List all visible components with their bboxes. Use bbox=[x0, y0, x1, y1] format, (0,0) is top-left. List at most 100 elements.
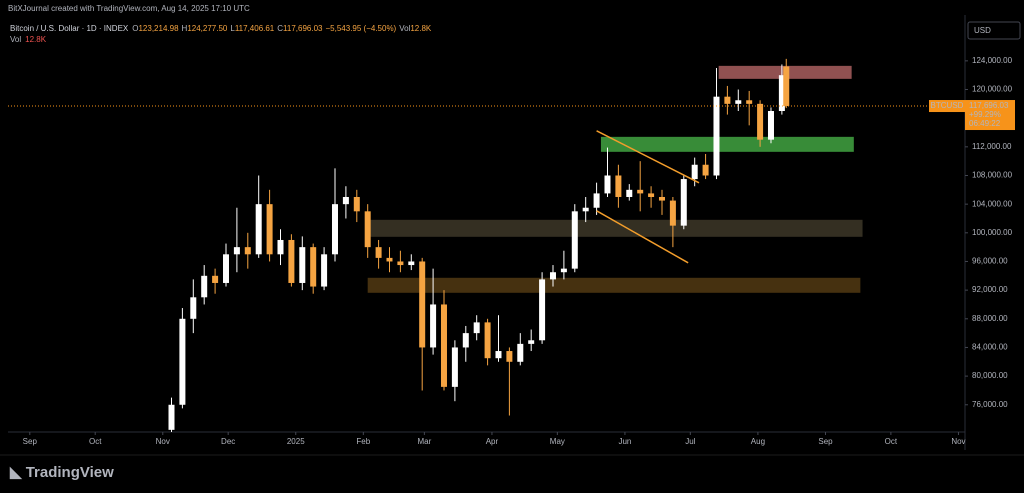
x-tick-label: Oct bbox=[89, 437, 102, 446]
x-tick-label: Mar bbox=[417, 437, 431, 446]
candle-body bbox=[201, 275, 208, 298]
brand-text: TradingView bbox=[26, 464, 114, 481]
y-tick-label: 104,000.00 bbox=[972, 199, 1013, 208]
candle-body bbox=[571, 211, 578, 269]
candle-body bbox=[451, 347, 458, 387]
x-tick-label: May bbox=[550, 437, 565, 446]
x-tick-label: Nov bbox=[951, 437, 965, 446]
brand: ◣ TradingView bbox=[9, 464, 114, 481]
x-tick-label: Dec bbox=[221, 437, 235, 446]
o-value: 123,214.98 bbox=[138, 24, 179, 33]
x-tick-label: Sep bbox=[818, 437, 833, 446]
c-key: C bbox=[277, 24, 283, 33]
h-key: H bbox=[182, 24, 188, 33]
candle-body bbox=[767, 111, 774, 140]
price-tag bbox=[965, 100, 1015, 131]
candle-body bbox=[277, 239, 284, 255]
candle-body bbox=[168, 404, 175, 430]
candle-body bbox=[310, 247, 317, 287]
candle-body bbox=[626, 189, 633, 197]
candle-body bbox=[724, 96, 731, 104]
candle-body bbox=[582, 207, 589, 212]
candle-body bbox=[397, 261, 404, 266]
candle-body bbox=[604, 175, 611, 194]
candle-body bbox=[778, 75, 785, 112]
candle-body bbox=[757, 103, 764, 140]
credit: BitXJournal created with TradingView.com… bbox=[8, 4, 250, 13]
x-tick-label: Apr bbox=[486, 437, 499, 446]
candle-body bbox=[430, 304, 437, 348]
vol-value: 12.8K bbox=[410, 24, 432, 33]
candle-body bbox=[691, 164, 698, 180]
candle-body bbox=[495, 351, 502, 359]
candle-body bbox=[255, 204, 262, 255]
symbol-tag bbox=[929, 100, 965, 113]
candle-body bbox=[637, 189, 644, 194]
currency-box[interactable] bbox=[967, 21, 1021, 40]
candle-body bbox=[212, 275, 219, 283]
legend: Bitcoin / U.S. Dollar · 1D · INDEX O123,2… bbox=[10, 24, 432, 33]
l-key: L bbox=[230, 24, 235, 33]
x-tick-label: Nov bbox=[156, 437, 170, 446]
candle-body bbox=[244, 247, 251, 255]
candle-body bbox=[528, 340, 535, 344]
price-tag-value: 117,696.03 bbox=[969, 101, 1009, 110]
y-tick-label: 80,000.00 bbox=[972, 371, 1008, 380]
candle-body bbox=[473, 322, 480, 334]
candle-body bbox=[560, 268, 567, 273]
candle-body bbox=[658, 196, 665, 201]
x-tick-label: Aug bbox=[751, 437, 765, 446]
y-tick-label: 92,000.00 bbox=[972, 285, 1008, 294]
trend-line bbox=[596, 130, 700, 184]
trend-line bbox=[596, 210, 689, 264]
candle-body bbox=[266, 204, 273, 255]
candle-body bbox=[549, 272, 556, 280]
h-value: 124,277.50 bbox=[187, 24, 228, 33]
candle-body bbox=[408, 261, 415, 266]
candle-body bbox=[648, 193, 655, 197]
zone bbox=[367, 277, 861, 293]
vol-key: Vol bbox=[399, 24, 410, 33]
l-value: 117,406.61 bbox=[235, 24, 275, 33]
candle-body bbox=[386, 257, 393, 262]
zone bbox=[367, 219, 863, 237]
candle-body bbox=[506, 351, 513, 362]
price-tag-countdown: 06:49:22 bbox=[969, 119, 1001, 128]
y-tick-label: 124,000.00 bbox=[972, 56, 1013, 65]
candle-body bbox=[364, 211, 371, 248]
candle-body bbox=[539, 279, 546, 341]
y-tick-label: 108,000.00 bbox=[972, 171, 1013, 180]
y-tick-label: 76,000.00 bbox=[972, 400, 1008, 409]
change: −5,543.95 (−4.50%) bbox=[326, 24, 397, 33]
candle-body bbox=[331, 204, 338, 255]
symbol-tag-text: BTCUSD bbox=[931, 101, 964, 110]
y-tick-label: 120,000.00 bbox=[972, 85, 1013, 94]
candle-body bbox=[222, 254, 229, 283]
c-value: 117,696.03 bbox=[283, 24, 323, 33]
x-tick-label: Sep bbox=[23, 437, 38, 446]
x-tick-label: Oct bbox=[885, 437, 898, 446]
y-tick-label: 96,000.00 bbox=[972, 257, 1008, 266]
currency: USD bbox=[974, 26, 991, 35]
candle-body bbox=[713, 96, 720, 176]
candle-body bbox=[783, 66, 790, 107]
candle-body bbox=[593, 193, 600, 208]
candle-body bbox=[680, 179, 687, 226]
y-tick-label: 84,000.00 bbox=[972, 343, 1008, 352]
candle-body bbox=[669, 200, 676, 226]
zone bbox=[600, 136, 854, 152]
vol-row-value: 12.8K bbox=[25, 35, 47, 44]
candle-body bbox=[375, 247, 382, 258]
plot bbox=[168, 58, 863, 432]
candle-body bbox=[342, 196, 349, 205]
candle-body bbox=[190, 297, 197, 319]
y-tick-label: 112,000.00 bbox=[972, 142, 1012, 151]
candle-body bbox=[321, 254, 328, 287]
candle-body bbox=[440, 304, 447, 387]
candle-body bbox=[615, 175, 622, 197]
x-tick-label: Jul bbox=[685, 437, 695, 446]
volume-legend: Vol 12.8K bbox=[10, 35, 47, 44]
